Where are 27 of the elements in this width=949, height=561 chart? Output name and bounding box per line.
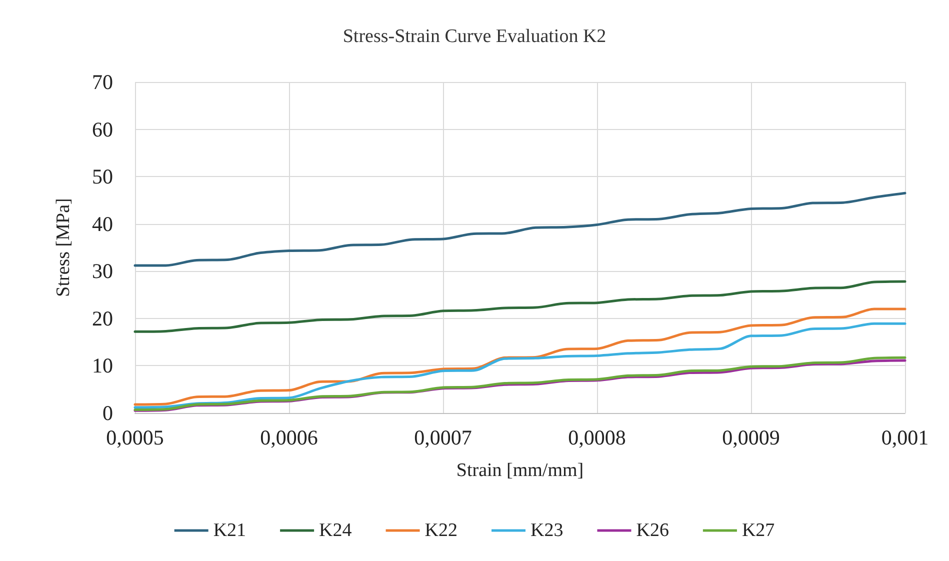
line-series [134,192,906,267]
y-tick-label: 0 [102,401,113,425]
x-tick-label: 0,0008 [568,426,626,450]
line-series [134,322,906,409]
x-tick-label: 0,0005 [106,426,164,450]
line-series [134,280,906,333]
y-tick-label: 50 [92,164,113,189]
y-tick-label: 60 [92,117,113,142]
x-tick-label: 0,0006 [260,426,318,450]
y-tick-label: 40 [92,212,113,236]
y-tick-label: 20 [92,306,113,330]
chart-title: Stress-Strain Curve Evaluation K2 [342,26,606,47]
line-series [134,308,906,406]
x-tick-label: 0,0009 [722,426,780,450]
legend-label: K26 [636,520,669,541]
legend-label: K23 [530,520,564,541]
legend-label: K22 [424,520,458,541]
y-tick-label: 70 [92,70,113,94]
legend-label: K27 [742,520,775,541]
legend-label: K24 [319,520,352,541]
y-axis-title: Stress [MPa] [53,198,74,297]
legend-label: K21 [213,520,246,541]
x-axis-title: Strain [mm/mm] [456,460,584,481]
x-tick-label: 0,0007 [414,426,472,450]
y-tick-label: 10 [92,354,113,378]
x-tick-label: 0,001 [881,426,929,450]
y-tick-label: 30 [92,259,113,284]
